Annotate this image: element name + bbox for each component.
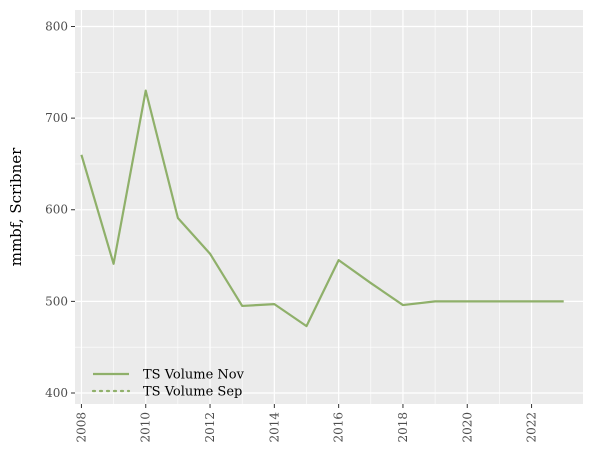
y-axis: 400 500 600 700 800 (45, 19, 75, 400)
plot-panel (75, 10, 583, 404)
legend-label-1: TS Volume Sep (143, 385, 242, 400)
x-tick-label: 2008 (74, 412, 88, 443)
legend-label-0: TS Volume Nov (143, 368, 245, 383)
x-tick-label: 2012 (203, 412, 217, 443)
x-tick-label: 2014 (267, 412, 281, 443)
x-tick-label: 2022 (525, 412, 539, 443)
y-tick-label: 800 (45, 19, 68, 33)
major-gridlines (75, 10, 583, 404)
y-tick-label: 500 (45, 294, 68, 308)
series-layer (80, 89, 564, 328)
y-tick-label: 600 (45, 203, 68, 217)
series-line-0 (80, 89, 564, 328)
x-tick-label: 2010 (139, 412, 153, 443)
y-axis-title: mmbf, Scribner (7, 147, 25, 266)
y-tick-label: 400 (45, 386, 68, 400)
legend: TS Volume Nov TS Volume Sep (91, 368, 245, 400)
x-axis: 2008 2010 2012 2014 2016 2018 2020 2022 (74, 404, 539, 443)
x-tick-label: 2020 (460, 412, 474, 443)
x-tick-label: 2018 (396, 412, 410, 443)
y-tick-label: 700 (45, 111, 68, 125)
x-tick-label: 2016 (332, 412, 346, 443)
minor-gridlines (75, 10, 583, 404)
